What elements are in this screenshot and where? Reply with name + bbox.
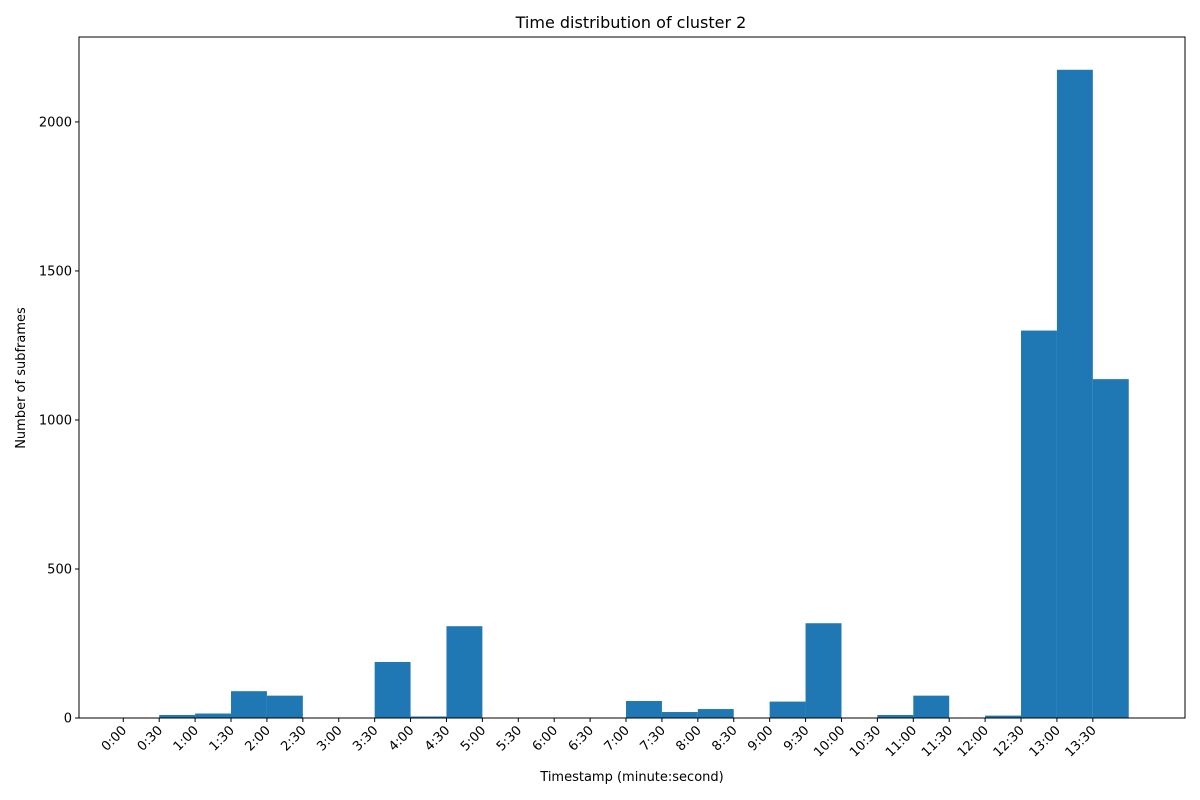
y-tick-label: 500 bbox=[47, 562, 72, 577]
histogram-bar bbox=[805, 623, 842, 718]
histogram-bar bbox=[1021, 330, 1057, 718]
histogram-bar bbox=[661, 712, 698, 718]
histogram-bar bbox=[266, 695, 303, 718]
histogram-bar bbox=[769, 701, 806, 718]
histogram-bar bbox=[985, 715, 1022, 718]
y-tick-label: 2000 bbox=[39, 115, 72, 130]
plot-frame bbox=[78, 36, 1186, 719]
histogram-bar bbox=[195, 713, 232, 718]
histogram-bar bbox=[626, 701, 662, 718]
y-tick-label: 1500 bbox=[39, 264, 72, 279]
histogram-bar bbox=[446, 626, 483, 718]
histogram-bar bbox=[913, 695, 950, 718]
histogram-bar bbox=[231, 691, 267, 718]
histogram-bar bbox=[374, 661, 411, 718]
histogram-bar bbox=[697, 709, 734, 718]
y-axis-label: Number of subframes bbox=[14, 307, 29, 449]
bars-group bbox=[159, 69, 1129, 718]
histogram-bar bbox=[1092, 379, 1129, 718]
y-tick-label: 1000 bbox=[39, 413, 72, 428]
histogram-bar bbox=[1056, 69, 1093, 718]
histogram-bar bbox=[159, 715, 196, 718]
histogram-bar bbox=[877, 715, 914, 718]
y-axis-ticks: 0 500 1000 1500 2000 bbox=[39, 115, 79, 727]
x-axis-label: Timestamp (minute:second) bbox=[539, 770, 723, 785]
histogram-bar bbox=[410, 716, 447, 718]
chart-title: Time distribution of cluster 2 bbox=[515, 13, 747, 32]
y-tick-label: 0 bbox=[64, 712, 72, 727]
